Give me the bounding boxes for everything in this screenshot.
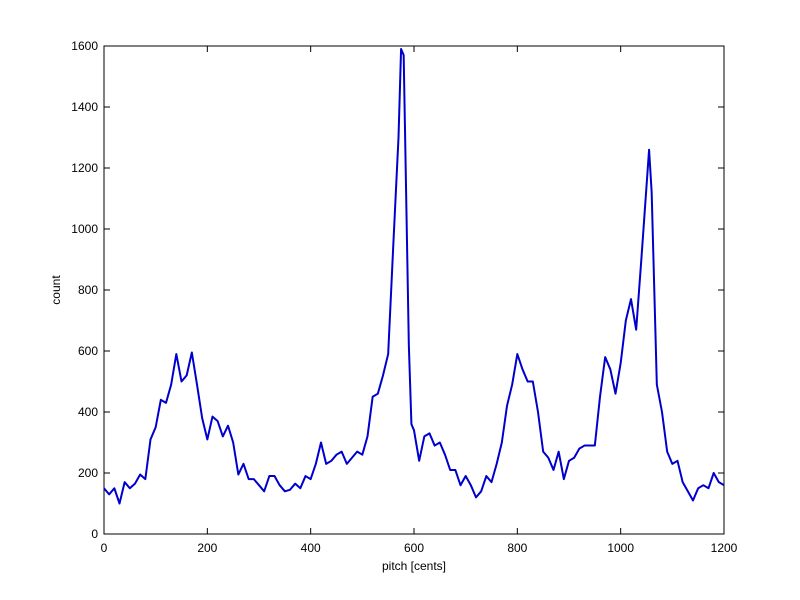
- x-tick-label: 800: [507, 541, 527, 555]
- x-tick-label: 1000: [607, 541, 634, 555]
- y-tick-label: 1400: [71, 100, 98, 114]
- y-tick-label: 800: [78, 283, 98, 297]
- x-tick-label: 0: [101, 541, 108, 555]
- data-line: [103, 48, 725, 505]
- y-tick-label: 1200: [71, 161, 98, 175]
- y-tick-label: 600: [78, 344, 98, 358]
- x-tick-label: 400: [301, 541, 321, 555]
- y-tick-label: 1600: [71, 39, 98, 53]
- y-axis-label: count: [49, 275, 63, 305]
- y-tick-label: 0: [91, 527, 98, 541]
- x-tick-label: 1200: [711, 541, 738, 555]
- y-tick-label: 200: [78, 466, 98, 480]
- y-tick-label: 1000: [71, 222, 98, 236]
- x-tick-label: 200: [197, 541, 217, 555]
- x-axis-label: pitch [cents]: [382, 559, 446, 573]
- y-tick-label: 400: [78, 405, 98, 419]
- x-tick-label: 600: [404, 541, 424, 555]
- plot-area: [103, 45, 725, 535]
